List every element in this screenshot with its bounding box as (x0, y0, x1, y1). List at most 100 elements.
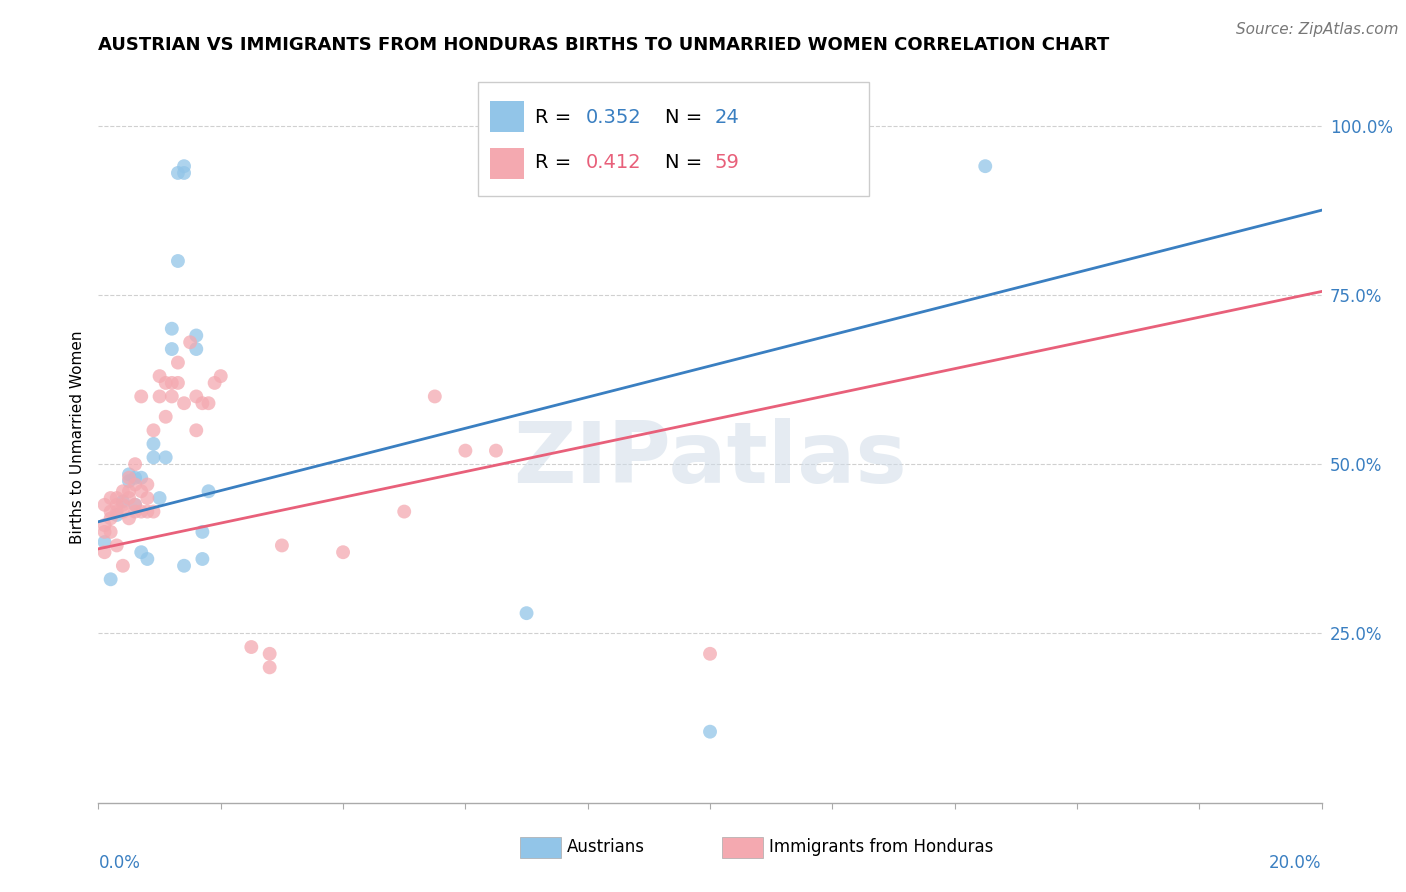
Point (118, 491, 141, 505)
FancyBboxPatch shape (489, 148, 524, 179)
Point (516, 606, 538, 620)
Point (186, 342, 208, 356)
Point (197, 396, 219, 410)
Point (142, 505, 165, 519)
Point (118, 511, 141, 525)
Point (118, 467, 141, 482)
Point (197, 484, 219, 499)
Point (142, 437, 165, 451)
Point (105, 491, 128, 505)
Point (93, 498, 115, 512)
Point (173, 558, 195, 573)
Point (124, 477, 146, 491)
Point (699, 647, 721, 661)
Text: Immigrants from Honduras: Immigrants from Honduras (769, 838, 993, 856)
Point (142, 423, 165, 437)
Point (240, 640, 263, 654)
Point (111, 505, 134, 519)
Point (100, 511, 122, 525)
Point (105, 498, 128, 512)
Point (191, 552, 214, 566)
Text: AUSTRIAN VS IMMIGRANTS FROM HONDURAS BIRTHS TO UNMARRIED WOMEN CORRELATION CHART: AUSTRIAN VS IMMIGRANTS FROM HONDURAS BIR… (98, 36, 1109, 54)
Text: 24: 24 (714, 108, 740, 127)
Text: 20.0%: 20.0% (1270, 854, 1322, 872)
Point (259, 647, 281, 661)
Text: R =: R = (536, 108, 578, 127)
Point (160, 322, 183, 336)
Point (699, 724, 721, 739)
Point (93, 545, 115, 559)
Point (173, 396, 195, 410)
Point (149, 491, 172, 505)
Point (790, 153, 813, 167)
Point (118, 474, 141, 488)
Point (204, 376, 226, 390)
Point (485, 443, 508, 458)
Point (124, 498, 146, 512)
Point (129, 545, 152, 559)
Text: 0.352: 0.352 (585, 108, 641, 127)
Point (129, 484, 152, 499)
Point (124, 505, 146, 519)
Y-axis label: Births to Unmarried Women: Births to Unmarried Women (69, 330, 84, 544)
Point (160, 389, 183, 403)
Point (332, 545, 354, 559)
Point (155, 450, 177, 465)
Point (173, 166, 195, 180)
Point (118, 484, 141, 499)
Point (167, 166, 190, 180)
Point (93, 535, 115, 549)
Text: 0.0%: 0.0% (98, 854, 141, 872)
Point (160, 342, 183, 356)
Point (191, 396, 214, 410)
Point (546, 153, 568, 167)
Point (105, 508, 128, 522)
Point (111, 494, 134, 508)
Point (118, 471, 141, 485)
Point (259, 660, 281, 674)
Point (186, 328, 208, 343)
FancyBboxPatch shape (520, 838, 561, 858)
Point (93, 518, 115, 533)
Point (136, 491, 159, 505)
Text: 0.412: 0.412 (585, 153, 641, 172)
Point (105, 538, 128, 552)
Text: Source: ZipAtlas.com: Source: ZipAtlas.com (1236, 22, 1399, 37)
FancyBboxPatch shape (723, 838, 762, 858)
Point (149, 369, 172, 384)
Text: ZIPatlas: ZIPatlas (513, 417, 907, 500)
Text: N =: N = (665, 108, 709, 127)
Point (167, 355, 190, 369)
Point (111, 484, 134, 499)
Point (100, 491, 122, 505)
Point (155, 376, 177, 390)
Point (129, 505, 152, 519)
Point (179, 335, 201, 350)
Point (423, 389, 446, 403)
Point (392, 505, 416, 519)
Text: Austrians: Austrians (567, 838, 645, 856)
Point (129, 471, 152, 485)
Text: 59: 59 (714, 153, 740, 172)
Point (136, 477, 159, 491)
Point (100, 524, 122, 539)
Point (155, 409, 177, 424)
Point (100, 572, 122, 586)
FancyBboxPatch shape (478, 82, 869, 195)
Point (111, 558, 134, 573)
Point (173, 159, 195, 173)
Point (974, 159, 997, 173)
Point (124, 471, 146, 485)
Point (149, 389, 172, 403)
Point (167, 254, 190, 268)
Text: R =: R = (536, 153, 578, 172)
Point (136, 505, 159, 519)
Point (186, 423, 208, 437)
Point (209, 369, 232, 384)
Point (124, 498, 146, 512)
Point (160, 376, 183, 390)
Point (100, 505, 122, 519)
FancyBboxPatch shape (489, 102, 524, 132)
Point (111, 498, 134, 512)
Point (93, 524, 115, 539)
